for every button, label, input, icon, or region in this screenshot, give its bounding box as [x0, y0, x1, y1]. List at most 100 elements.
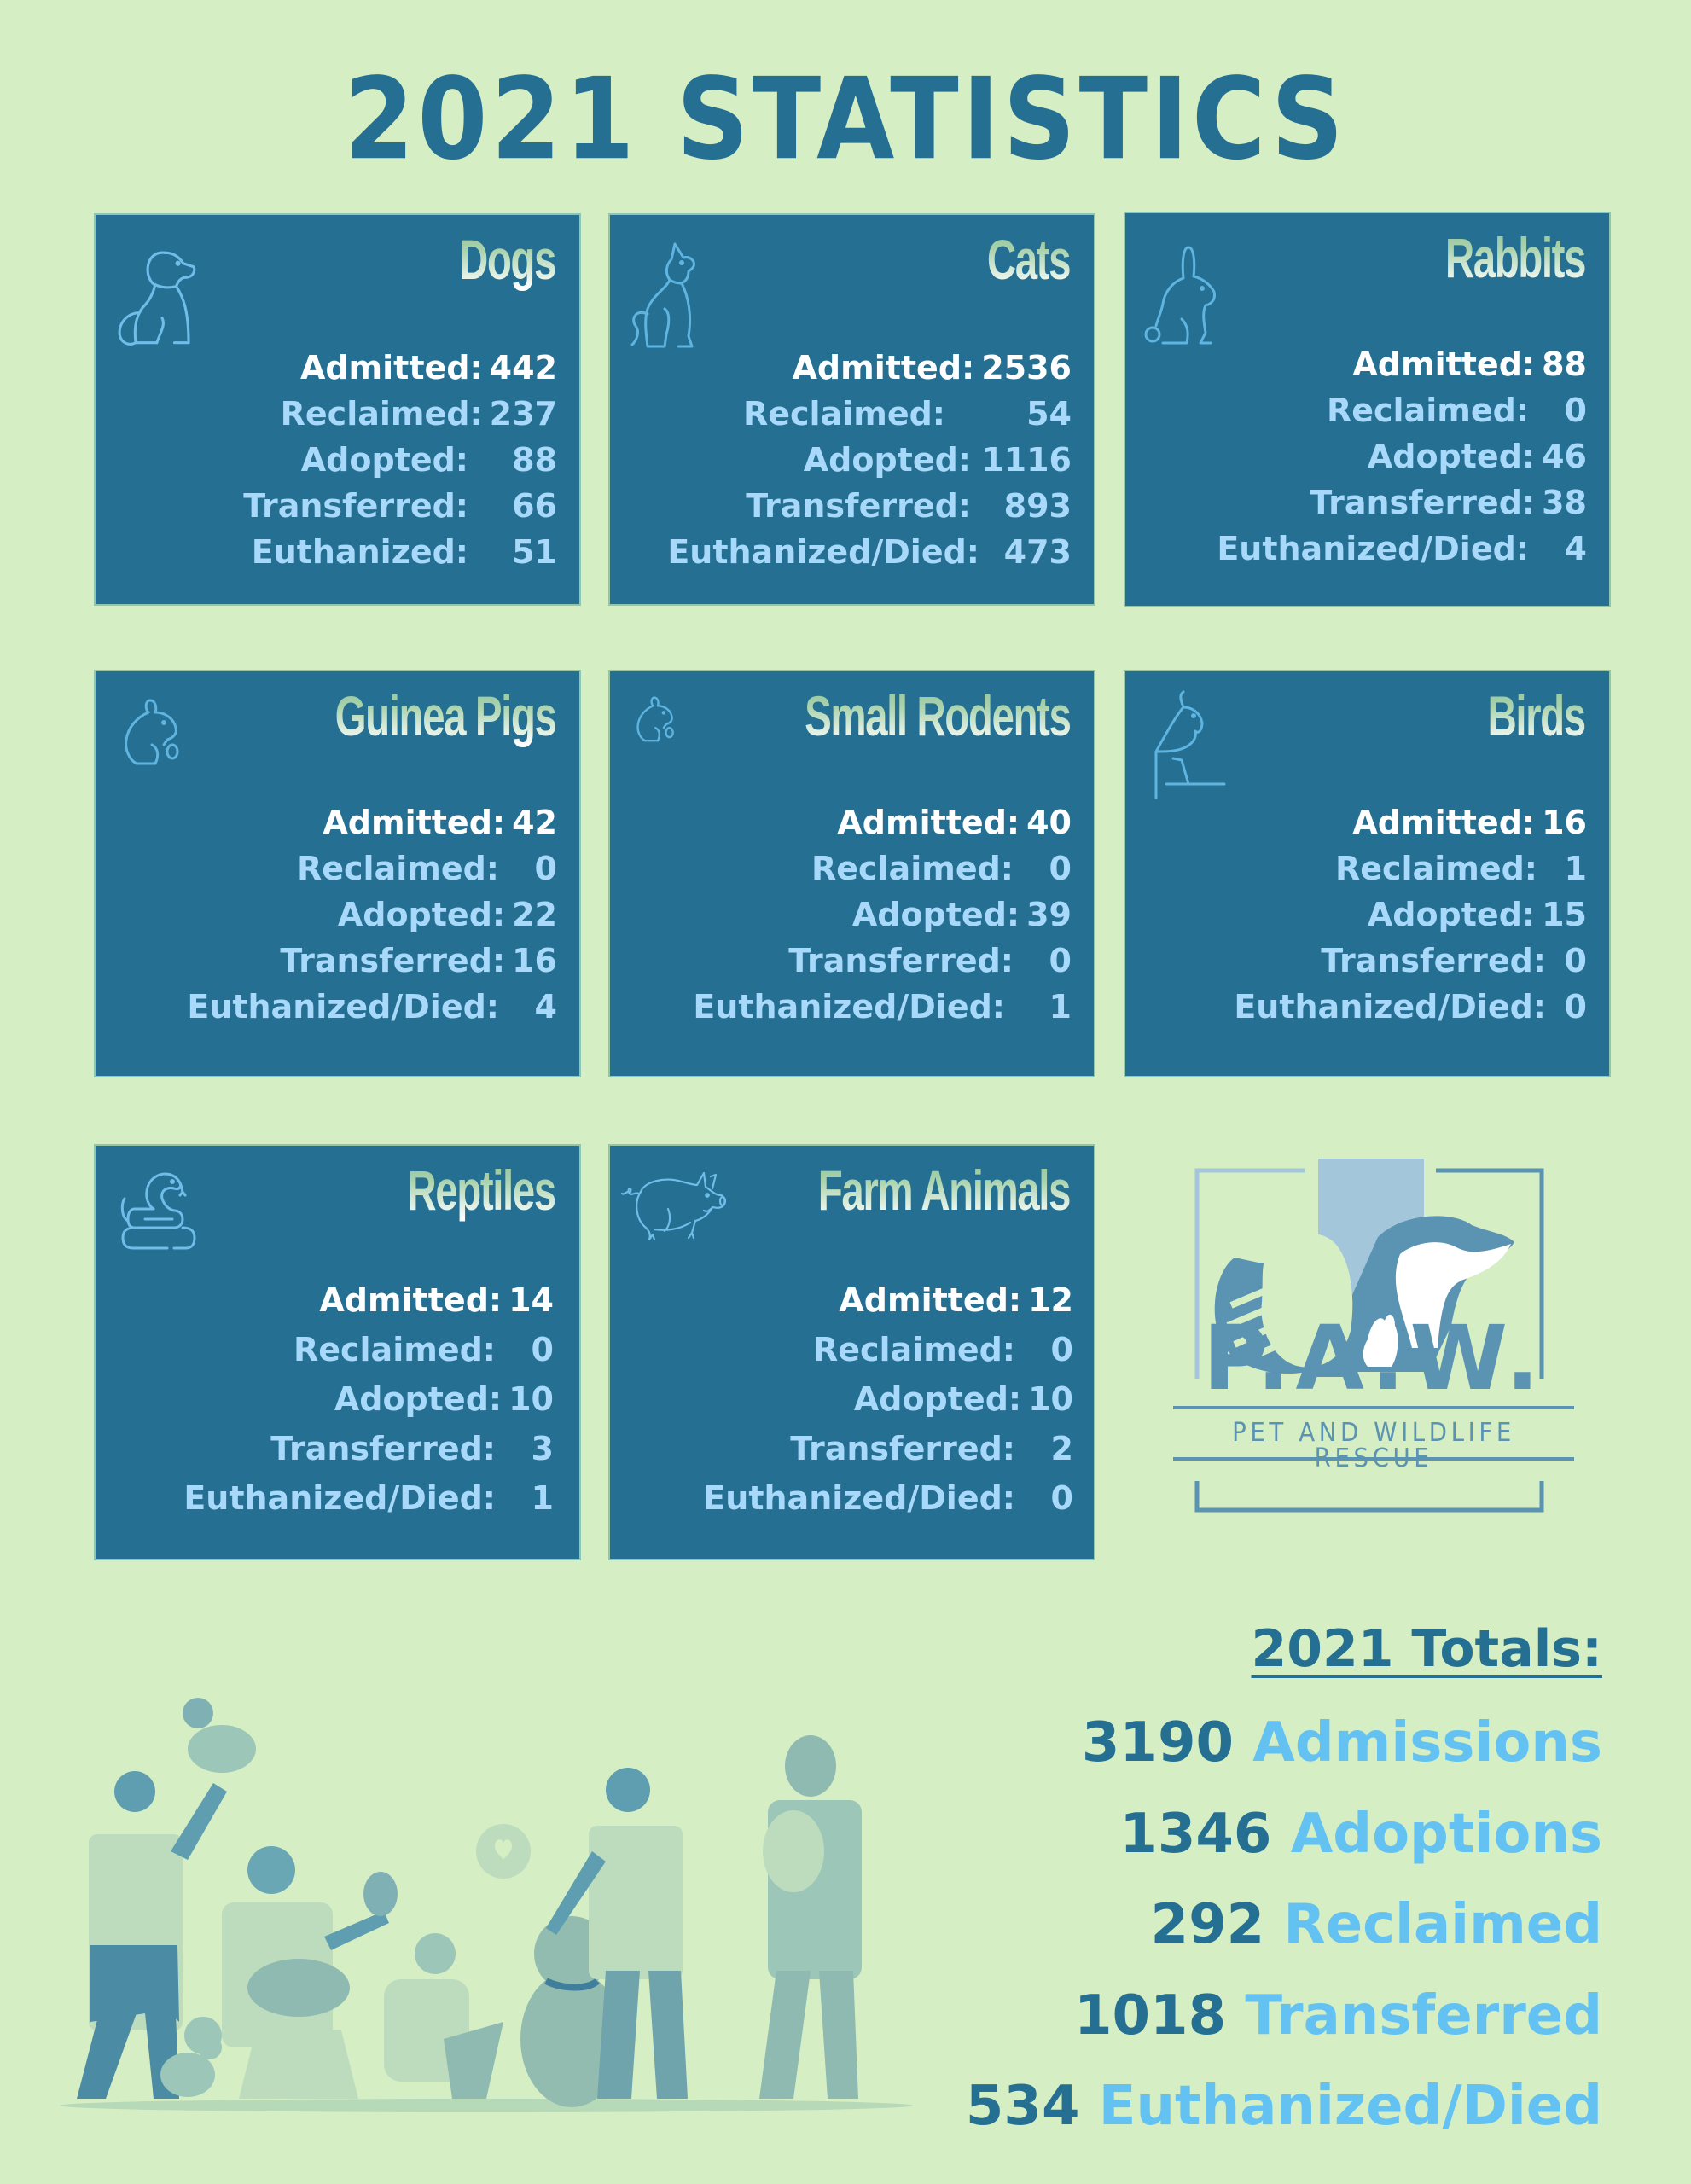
stat-value: 893 — [1003, 487, 1072, 525]
stat-value: 1 — [531, 1479, 554, 1517]
stat-value: 0 — [534, 850, 557, 887]
totals-title: 2021 Totals: — [1251, 1619, 1602, 1679]
stat-label: Adopted: — [334, 1380, 503, 1418]
stat-value: 0 — [1564, 392, 1587, 429]
stat-value: 0 — [531, 1331, 554, 1368]
stat-label: Admitted: — [1352, 346, 1536, 383]
stat-label: Reclaimed: — [280, 395, 483, 433]
stat-transferred: Transferred: 0 — [619, 938, 1072, 984]
stat-euthanized: Euthanized: 51 — [104, 529, 557, 575]
stat-euthanized: Euthanized/Died: 4 — [104, 984, 557, 1030]
total-transferred: 1018 Transferred — [966, 1971, 1602, 2062]
stat-adopted: Adopted: 1116 — [619, 437, 1072, 483]
stats-list: Admitted: 16 Reclaimed: 1 Adopted: 15 Trans… — [1134, 799, 1587, 1030]
total-euthanized: 534 Euthanized/Died — [966, 2061, 1602, 2152]
card-cats: Cats Admitted: 2536 Reclaimed: 54 Adopted:… — [610, 215, 1094, 604]
stat-euthanized: Euthanized/Died: 1 — [619, 984, 1072, 1030]
stat-label: Euthanized/Died: — [1217, 530, 1529, 567]
card-title: Small Rodents — [804, 684, 1072, 747]
stat-euthanized: Euthanized/Died: 1 — [104, 1473, 554, 1523]
stat-reclaimed: Reclaimed: 0 — [104, 1325, 554, 1374]
total-number: 1346 — [1119, 1802, 1272, 1866]
logo-letters: P.A.W. — [1202, 1306, 1545, 1410]
card-reptiles: Reptiles Admitted: 14 Reclaimed: 0 Adopted… — [96, 1146, 579, 1559]
stat-label: Reclaimed: — [742, 395, 945, 433]
cat-icon — [627, 241, 712, 350]
stat-adopted: Adopted: 22 — [104, 892, 557, 938]
logo-subtitle: PET AND WILDLIFE RESCUE — [1232, 1418, 1515, 1473]
total-label: Reclaimed — [1283, 1893, 1602, 1956]
stat-euthanized: Euthanized/Died: 0 — [619, 1473, 1073, 1523]
card-dogs: Dogs Admitted: 442 Reclaimed: 237 Adopted:… — [96, 215, 579, 604]
stat-value: 66 — [512, 487, 557, 525]
stat-transferred: Transferred: 2 — [619, 1424, 1073, 1473]
stat-reclaimed: Reclaimed: 0 — [104, 845, 557, 892]
total-label: Adoptions — [1290, 1802, 1602, 1866]
paw-logo: P.A.W. PET AND WILDLIFE RESCUE — [1156, 1143, 1591, 1544]
stat-label: Admitted: — [837, 804, 1020, 841]
stat-value: 4 — [534, 988, 557, 1025]
stat-label: Admitted: — [792, 349, 975, 386]
stat-value: 0 — [1049, 850, 1072, 887]
stat-value: 442 — [489, 349, 557, 386]
stat-transferred: Transferred: 16 — [104, 938, 557, 984]
stat-label: Adopted: — [803, 441, 971, 479]
stat-label: Transferred: — [1310, 484, 1536, 521]
stat-label: Admitted: — [319, 1281, 503, 1319]
totals-panel: 2021 Totals: 3190 Admissions 1346 Adopti… — [966, 1612, 1602, 2152]
stat-label: Transferred: — [280, 942, 506, 979]
stat-value: 10 — [1028, 1380, 1073, 1418]
stat-label: Euthanized: — [251, 533, 468, 571]
stat-label: Admitted: — [839, 1281, 1022, 1319]
stat-value: 0 — [1564, 988, 1587, 1025]
stat-label: Euthanized/Died: — [1234, 988, 1546, 1025]
stat-transferred: Transferred: 3 — [104, 1424, 554, 1473]
stat-admitted: Admitted: 442 — [104, 345, 557, 391]
stat-reclaimed: Reclaimed: 0 — [619, 845, 1072, 892]
stat-value: 237 — [489, 395, 557, 433]
stat-admitted: Admitted: 12 — [619, 1275, 1073, 1325]
stat-adopted: Adopted: 88 — [104, 437, 557, 483]
stat-euthanized: Euthanized/Died: 0 — [1134, 984, 1587, 1030]
stat-adopted: Adopted: 10 — [104, 1374, 554, 1424]
stat-label: Reclaimed: — [293, 1331, 496, 1368]
stat-reclaimed: Reclaimed: 237 — [104, 391, 557, 437]
stat-value: 0 — [1050, 1479, 1073, 1517]
rodent-icon — [634, 695, 682, 746]
stat-label: Transferred: — [1321, 942, 1546, 979]
stat-value: 2536 — [981, 349, 1072, 386]
stat-value: 42 — [512, 804, 557, 841]
card-title: Cats — [986, 228, 1072, 291]
stat-label: Reclaimed: — [296, 850, 499, 887]
card-guinea-pigs: Guinea Pigs Admitted: 42 Reclaimed: 0 Adop… — [96, 671, 579, 1076]
stat-label: Adopted: — [1367, 438, 1536, 475]
card-title: Birds — [1487, 684, 1587, 747]
stat-adopted: Adopted: 46 — [1134, 433, 1587, 479]
stat-label: Transferred: — [243, 487, 468, 525]
stat-value: 16 — [512, 942, 557, 979]
stat-label: Reclaimed: — [1334, 850, 1537, 887]
total-number: 3190 — [1081, 1711, 1234, 1774]
stat-admitted: Admitted: 16 — [1134, 799, 1587, 845]
stat-label: Euthanized/Died: — [693, 988, 1005, 1025]
dog-icon — [113, 244, 210, 350]
stat-transferred: Transferred: 893 — [619, 483, 1072, 529]
card-title: Reptiles — [407, 1159, 557, 1222]
stat-adopted: Adopted: 10 — [619, 1374, 1073, 1424]
stat-euthanized: Euthanized/Died: 4 — [1134, 526, 1587, 572]
stat-label: Adopted: — [851, 896, 1020, 933]
stat-label: Transferred: — [746, 487, 971, 525]
total-number: 534 — [965, 2075, 1080, 2138]
card-rabbits: Rabbits Admitted: 88 Reclaimed: 0 Adopted:… — [1125, 213, 1609, 606]
pig-icon — [620, 1166, 735, 1248]
stat-label: Euthanized/Died: — [667, 533, 979, 571]
stat-transferred: Transferred: 66 — [104, 483, 557, 529]
total-adoptions: 1346 Adoptions — [966, 1789, 1602, 1880]
stat-value: 4 — [1564, 530, 1587, 567]
rabbit-icon — [1142, 244, 1228, 346]
stat-value: 2 — [1050, 1430, 1073, 1467]
card-title: Rabbits — [1444, 226, 1587, 289]
stat-label: Admitted: — [1352, 804, 1536, 841]
stat-label: Admitted: — [299, 349, 483, 386]
card-title: Farm Animals — [817, 1159, 1072, 1222]
